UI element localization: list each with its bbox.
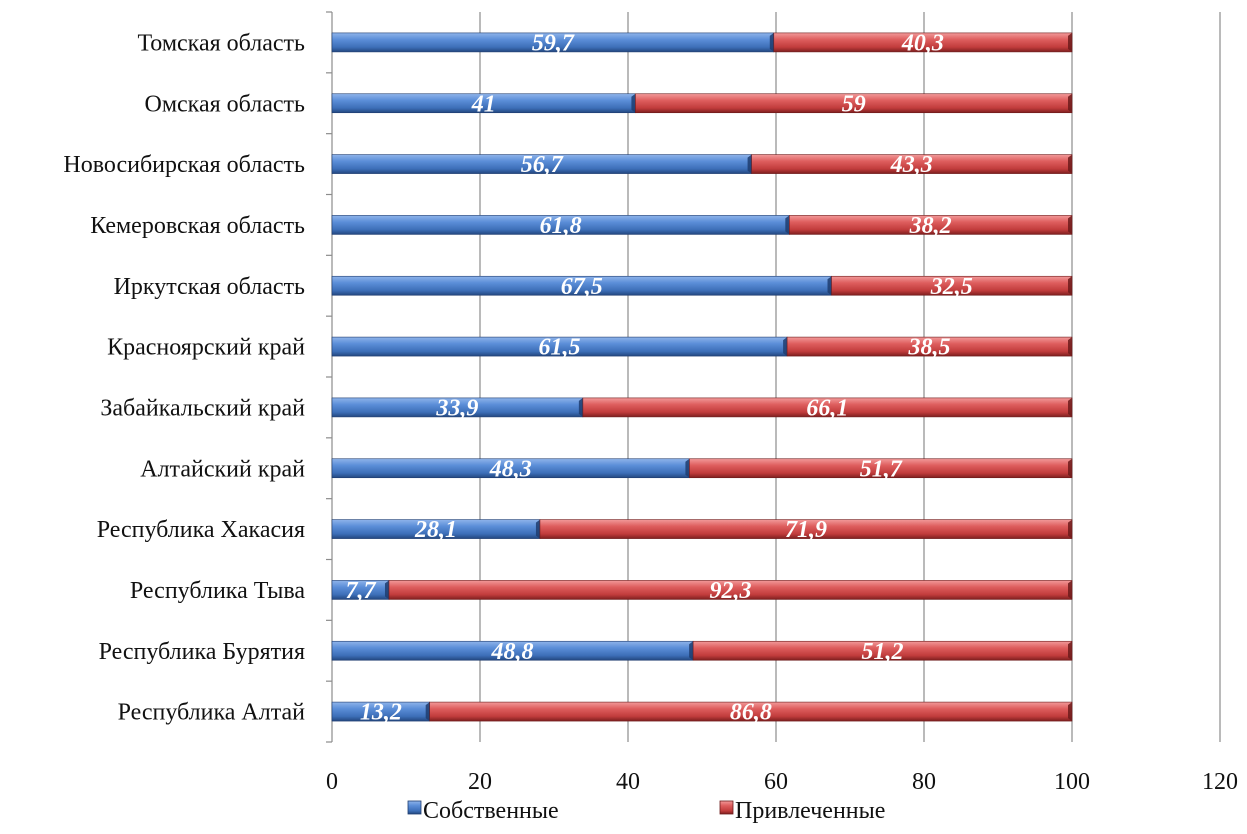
bar-bevel xyxy=(1068,154,1072,174)
bar-bevel xyxy=(1068,580,1072,600)
x-tick-label: 100 xyxy=(1054,769,1090,795)
data-label: 40,3 xyxy=(901,30,944,56)
bar-bevel xyxy=(1068,397,1072,417)
category-label: Томская область xyxy=(137,30,305,56)
bar-bevel xyxy=(425,702,430,722)
bar-bevel xyxy=(827,276,832,296)
category-label: Республика Хакасия xyxy=(97,517,305,543)
category-label: Кемеровская область xyxy=(90,213,305,239)
legend: Собственные Привлеченные xyxy=(407,798,885,824)
bar-bevel xyxy=(1068,337,1072,357)
bar-bevel xyxy=(769,32,774,52)
bar-bevel xyxy=(1068,215,1072,235)
data-label: 56,7 xyxy=(521,152,564,178)
data-label: 92,3 xyxy=(709,578,751,604)
legend-label: Собственные xyxy=(423,798,559,824)
bar-bevel xyxy=(1068,93,1072,113)
x-tick-label: 120 xyxy=(1202,769,1238,795)
data-label: 48,8 xyxy=(491,639,534,665)
data-label: 13,2 xyxy=(360,700,402,726)
data-label: 67,5 xyxy=(561,274,603,300)
category-label: Забайкальский край xyxy=(100,395,305,421)
data-label: 38,2 xyxy=(909,213,952,239)
category-label: Иркутская область xyxy=(114,274,305,300)
x-tick-label: 80 xyxy=(912,769,936,795)
data-label: 38,5 xyxy=(908,335,951,361)
x-tick-label: 20 xyxy=(468,769,492,795)
data-label: 33,9 xyxy=(435,395,478,421)
bar-bevel xyxy=(1068,641,1072,661)
legend-swatch xyxy=(719,800,734,815)
category-label: Красноярский край xyxy=(107,335,305,361)
x-tick-label: 60 xyxy=(764,769,788,795)
data-label: 48,3 xyxy=(489,456,532,482)
bar-bevel xyxy=(535,519,540,539)
data-label: 61,5 xyxy=(539,335,581,361)
data-label: 41 xyxy=(471,91,496,117)
legend-swatch xyxy=(407,800,422,815)
data-label: 59 xyxy=(842,91,866,117)
data-label: 43,3 xyxy=(890,152,933,178)
category-label: Омская область xyxy=(145,91,306,117)
axes: 0 20 40 60 80 100 120 Томская область Омская обл… xyxy=(63,11,1238,795)
category-label: Алтайский край xyxy=(140,456,305,482)
data-label: 61,8 xyxy=(540,213,582,239)
bar-bevel xyxy=(783,337,788,357)
bar-bevel xyxy=(384,580,389,600)
bar-bevel xyxy=(689,641,694,661)
category-label: Республика Тыва xyxy=(130,578,305,604)
bar-bevel xyxy=(1068,458,1072,478)
data-label: 51,2 xyxy=(862,639,904,665)
bar-bevel xyxy=(1068,32,1072,52)
x-tick-label: 40 xyxy=(616,769,640,795)
category-label: Новосибирская область xyxy=(63,152,305,178)
bar-bevel xyxy=(1068,519,1072,539)
data-label: 71,9 xyxy=(785,517,827,543)
data-label: 51,7 xyxy=(860,456,903,482)
data-label: 32,5 xyxy=(930,274,973,300)
x-tick-label: 0 xyxy=(326,769,338,795)
bars xyxy=(331,32,1073,722)
bar-bevel xyxy=(631,93,636,113)
data-label: 59,7 xyxy=(532,30,575,56)
bar-bevel xyxy=(747,154,752,174)
bar-bevel xyxy=(685,458,690,478)
bar-bevel xyxy=(1068,702,1072,722)
data-label: 86,8 xyxy=(730,700,772,726)
bar-bevel xyxy=(785,215,790,235)
bar-bevel xyxy=(1068,276,1072,296)
legend-label: Привлеченные xyxy=(735,798,885,824)
data-label: 7,7 xyxy=(345,578,376,604)
category-label: Республика Алтай xyxy=(118,700,306,726)
bar-bevel xyxy=(578,397,583,417)
data-label: 66,1 xyxy=(806,395,848,421)
data-label: 28,1 xyxy=(414,517,457,543)
category-label: Республика Бурятия xyxy=(99,639,305,665)
data-labels: 59,7 40,3 41 59 56,7 43,3 61,8 38,2 67,5 32,5 61,5… xyxy=(345,30,972,725)
gridlines xyxy=(479,12,1221,742)
